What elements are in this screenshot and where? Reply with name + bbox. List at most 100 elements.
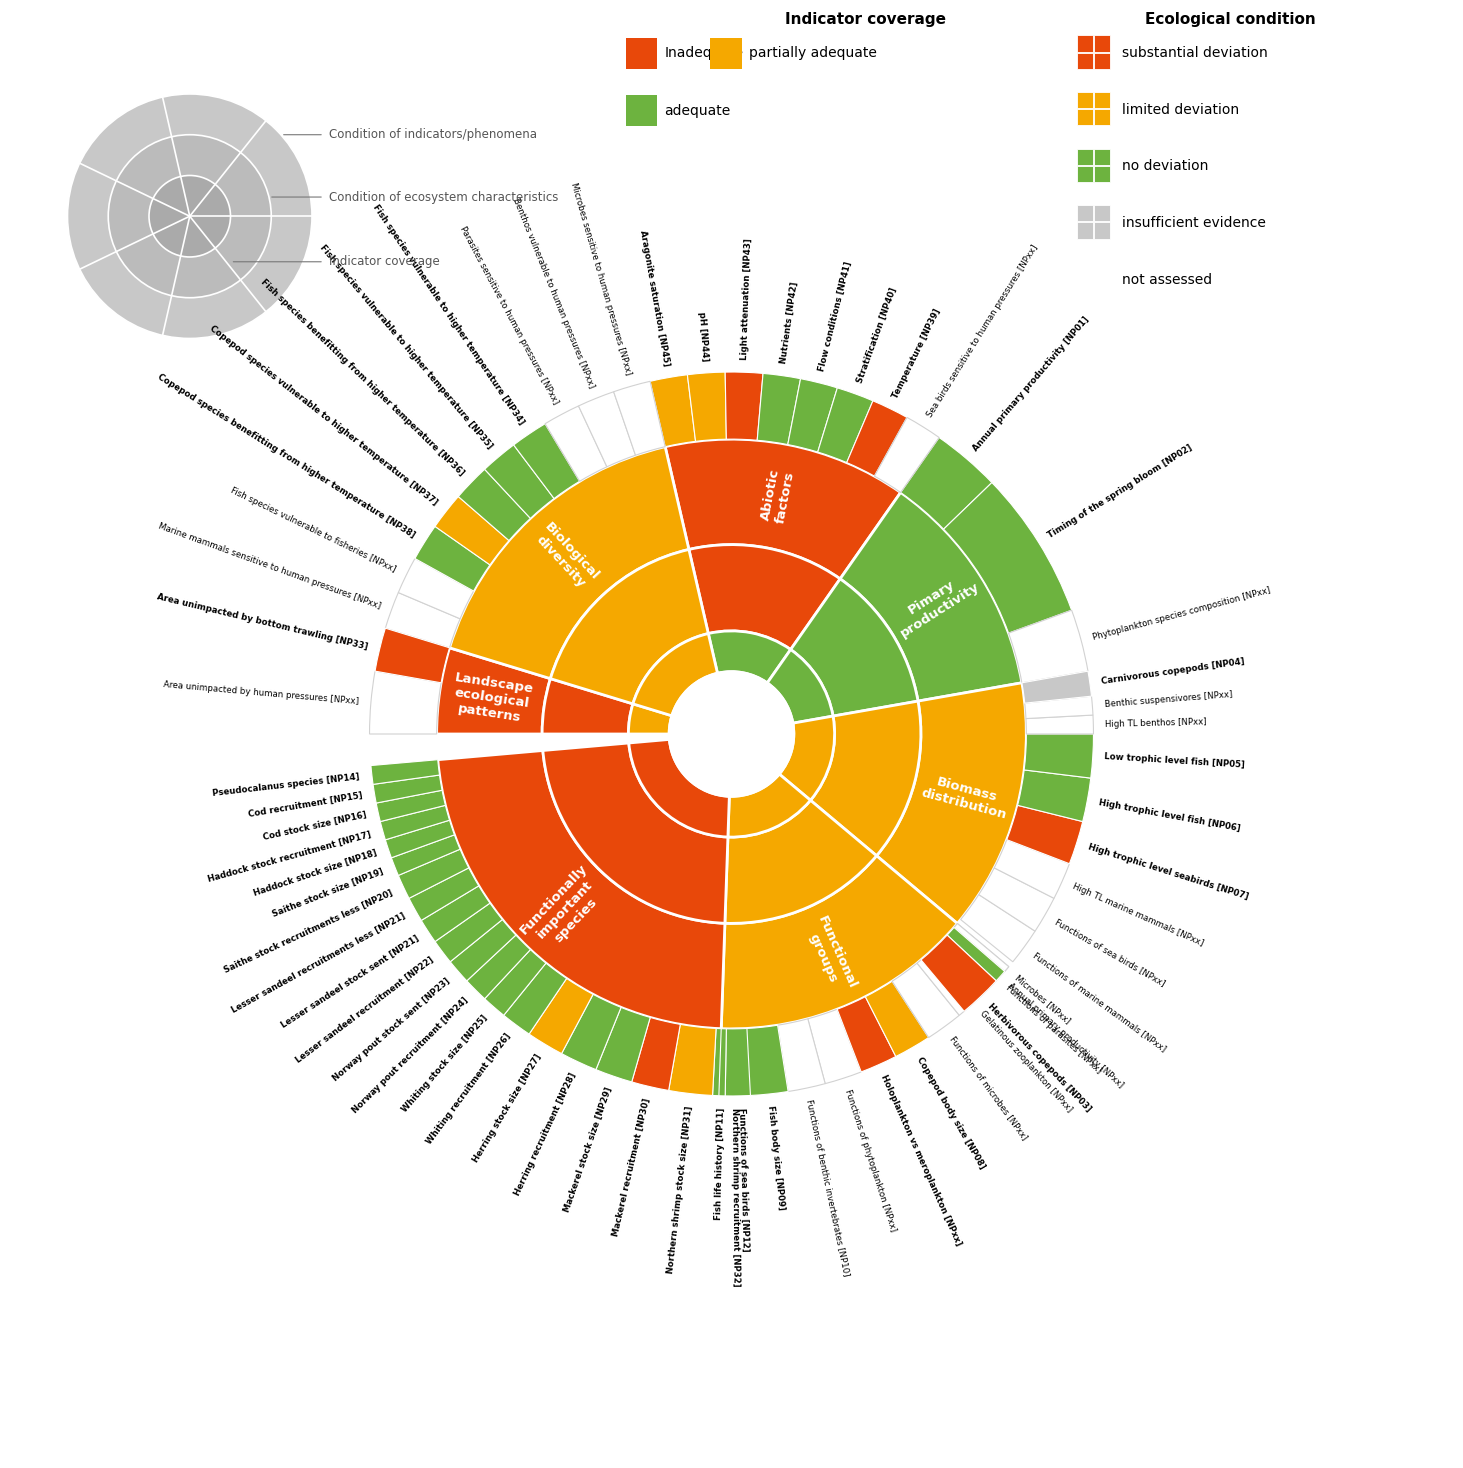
Wedge shape [917,942,988,1016]
Wedge shape [530,979,593,1054]
Text: Timing of the spring bloom [NP02]: Timing of the spring bloom [NP02] [1046,443,1194,540]
Text: Area unimpacted by bottom trawling [NP33]: Area unimpacted by bottom trawling [NP33… [157,592,369,652]
Text: Saithe stock size [NP19]: Saithe stock size [NP19] [272,868,385,919]
Circle shape [67,94,312,339]
Wedge shape [689,545,840,649]
Text: Sea birds sensitive to human pressures [NPxx]: Sea birds sensitive to human pressures [… [926,244,1040,420]
Text: Whiting stock size [NP25]: Whiting stock size [NP25] [401,1013,490,1114]
Text: not assessed: not assessed [1122,273,1213,286]
Text: Herbivorous copepods [NP03]: Herbivorous copepods [NP03] [986,1003,1093,1114]
Text: Condition of ecosystem characteristics: Condition of ecosystem characteristics [329,191,559,204]
Wedge shape [1024,734,1093,778]
Wedge shape [613,382,666,455]
Text: Saithe stock recruitments less [NP20]: Saithe stock recruitments less [NP20] [222,888,395,975]
Wedge shape [922,935,996,1011]
Text: Northern shrimp stock size [NP31]: Northern shrimp stock size [NP31] [666,1105,693,1274]
Bar [1094,261,1110,277]
Text: Functions of phytoplankton [NPxx]: Functions of phytoplankton [NPxx] [843,1088,897,1233]
Text: Pseudocalanus species [NP14]: Pseudocalanus species [NP14] [212,772,360,797]
Wedge shape [748,1025,789,1095]
Text: Inadequate: Inadequate [664,46,743,60]
Wedge shape [385,593,459,647]
Text: partially adequate: partially adequate [749,46,876,60]
Wedge shape [840,492,1021,702]
Wedge shape [729,774,811,837]
Text: Haddock stock recruitment [NP17]: Haddock stock recruitment [NP17] [206,829,373,884]
Bar [1094,92,1110,109]
Bar [1094,109,1110,125]
Bar [1077,35,1093,51]
Text: Northern shrimp recruitment [NP32]: Northern shrimp recruitment [NP32] [730,1108,740,1286]
Text: Norway pout recruitment [NP24]: Norway pout recruitment [NP24] [351,995,470,1114]
Wedge shape [451,919,516,981]
Text: adequate: adequate [664,104,730,117]
Text: Functional
groups: Functional groups [802,913,859,997]
Wedge shape [398,558,474,619]
Wedge shape [503,963,566,1033]
Text: Holoplankton vs meroplankton [NPxx]: Holoplankton vs meroplankton [NPxx] [879,1073,964,1248]
Wedge shape [721,856,957,1029]
Text: Indicator coverage: Indicator coverage [786,12,947,26]
Text: Functions of marine mammals [NPxx]: Functions of marine mammals [NPxx] [1031,950,1167,1053]
Wedge shape [808,1010,862,1083]
Text: Mackerel stock size [NP29]: Mackerel stock size [NP29] [563,1086,614,1214]
Wedge shape [778,1019,825,1092]
Text: Benthos vulnerable to human pressures [NPxx]: Benthos vulnerable to human pressures [N… [511,197,595,389]
Text: Fish body size [NP09]: Fish body size [NP09] [767,1105,786,1211]
Wedge shape [979,868,1053,931]
Text: Microbes [NPxx]: Microbes [NPxx] [1012,973,1072,1026]
Wedge shape [514,424,579,499]
Wedge shape [543,678,633,734]
Wedge shape [995,840,1069,898]
Text: Pimary
productivity: Pimary productivity [890,568,982,640]
Text: Functions of sea birds [NPxx]: Functions of sea birds [NPxx] [1053,918,1166,988]
Bar [1077,206,1093,222]
Text: Fish species benefitting from higher temperature [NP36]: Fish species benefitting from higher tem… [259,277,465,477]
Wedge shape [449,446,689,678]
Wedge shape [467,935,531,998]
Text: Copepod species benefitting from higher temperature [NP38]: Copepod species benefitting from higher … [157,373,417,540]
Wedge shape [421,885,490,941]
Text: Phytoplankton species composition [NPxx]: Phytoplankton species composition [NPxx] [1091,586,1271,642]
Wedge shape [669,1025,715,1095]
Text: Copepod species vulnerable to higher temperature [NP37]: Copepod species vulnerable to higher tem… [209,324,439,508]
Text: pH [NP44]: pH [NP44] [698,311,710,361]
Wedge shape [562,994,622,1070]
Wedge shape [758,373,800,445]
Wedge shape [712,1028,756,1097]
Text: Cod recruitment [NP15]: Cod recruitment [NP15] [247,791,363,819]
Wedge shape [436,647,550,734]
Wedge shape [1008,611,1088,683]
Wedge shape [458,470,531,540]
Text: Whiting recruitment [NP26]: Whiting recruitment [NP26] [424,1032,512,1147]
Wedge shape [1024,696,1093,718]
Text: Lesser sandeel stock sent [NP21]: Lesser sandeel stock sent [NP21] [279,934,420,1031]
Wedge shape [578,392,635,467]
Wedge shape [484,445,554,518]
Text: Annual primary productivity [NPxx]: Annual primary productivity [NPxx] [1007,981,1125,1089]
Text: Lesser sandeel recruitment [NP22]: Lesser sandeel recruitment [NP22] [294,956,436,1064]
Wedge shape [961,894,1034,962]
Text: Copepod body size [NP08]: Copepod body size [NP08] [914,1055,986,1171]
Text: Haddock stock size [NP18]: Haddock stock size [NP18] [253,849,379,898]
Wedge shape [629,740,730,837]
Wedge shape [941,923,1009,989]
Text: Functions of sea birds [NP12]: Functions of sea birds [NP12] [737,1108,749,1252]
Wedge shape [1007,806,1083,863]
Bar [1094,53,1110,69]
Wedge shape [370,671,442,734]
Text: Functions of microbes [NPxx]: Functions of microbes [NPxx] [948,1033,1028,1141]
Wedge shape [543,743,729,923]
Wedge shape [947,928,1005,981]
Bar [1077,279,1093,295]
Wedge shape [435,903,502,962]
Text: Lesser sandeel recruitments less [NP21]: Lesser sandeel recruitments less [NP21] [230,912,407,1014]
Text: Fish species vulnerable to higher temperature [NP35]: Fish species vulnerable to higher temper… [319,244,494,451]
Wedge shape [632,1017,680,1091]
Bar [1094,279,1110,295]
Text: Low trophic level fish [NP05]: Low trophic level fish [NP05] [1105,752,1245,769]
Bar [1077,166,1093,182]
Wedge shape [380,806,449,840]
Wedge shape [1018,769,1091,822]
Wedge shape [901,437,992,528]
